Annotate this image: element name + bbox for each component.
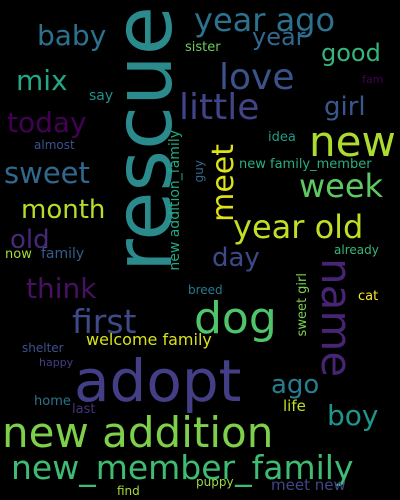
word-old: old: [10, 225, 50, 255]
word-sweet: sweet: [4, 156, 90, 190]
word-sister: sister: [185, 40, 221, 55]
word-already: already: [334, 243, 379, 257]
word-life: life: [283, 397, 306, 415]
word-year-old: year old: [233, 208, 364, 246]
word-month: month: [21, 195, 106, 225]
word-new: new: [309, 117, 396, 166]
word-now: now: [5, 247, 32, 262]
word-family: family: [41, 246, 85, 262]
word-new-family-member: new family_member: [239, 157, 372, 172]
word-mix: mix: [16, 64, 68, 97]
word-cat: cat: [358, 289, 379, 304]
word-boy: boy: [327, 399, 379, 432]
word-dog: dog: [194, 293, 277, 344]
word-happy: happy: [39, 356, 74, 369]
word-meet-new: meet new: [271, 476, 346, 494]
word-find: find: [117, 484, 140, 498]
word-welcome-family: welcome family: [86, 330, 212, 349]
word-almost: almost: [34, 138, 75, 152]
word-ago: ago: [271, 370, 320, 400]
word-week: week: [299, 167, 384, 205]
word-guy: guy: [192, 160, 206, 183]
word-home: home: [34, 394, 71, 409]
word-new-member-family: new_member_family: [11, 448, 354, 487]
word-first: first: [72, 302, 137, 341]
word-shelter: shelter: [22, 341, 64, 355]
word-puppy: puppy: [196, 475, 234, 489]
word-adopt: adopt: [74, 347, 242, 415]
word-today: today: [7, 106, 87, 139]
word-sweet-girl: sweet girl: [295, 273, 310, 337]
word-last: last: [72, 402, 96, 417]
word-fam: fam: [362, 73, 384, 86]
word-good: good: [321, 39, 381, 67]
word-new-addition-family: new addition_family: [167, 130, 183, 271]
word-new-addition: new addition: [2, 408, 274, 457]
word-love: love: [219, 57, 295, 98]
word-day: day: [212, 243, 260, 273]
word-girl: girl: [324, 92, 366, 122]
word-baby: baby: [37, 19, 107, 52]
word-year: year: [252, 23, 306, 51]
word-little: little: [179, 87, 260, 128]
word-year-ago: year ago: [194, 1, 336, 39]
word-say: say: [89, 88, 114, 104]
word-name: name: [312, 258, 361, 378]
word-breed: breed: [188, 283, 223, 297]
word-idea: idea: [268, 130, 296, 145]
word-think: think: [26, 272, 97, 305]
